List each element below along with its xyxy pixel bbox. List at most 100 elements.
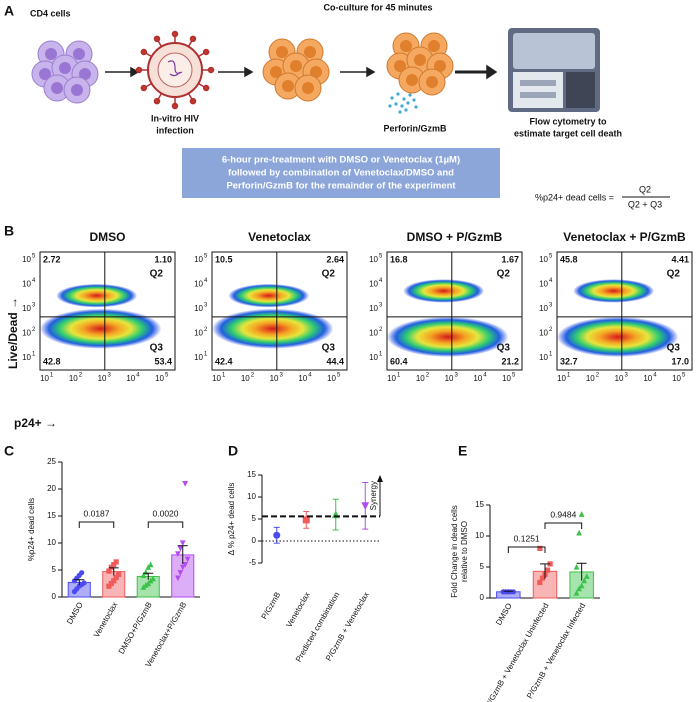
cell-nucleus [434,60,446,72]
y-tick-label: 5 [480,562,485,571]
cell-nucleus [45,48,57,60]
data-point [576,529,582,536]
data-point [81,580,87,586]
quadrant-name: Q2 [497,269,511,280]
tick-base: 10 [212,374,221,383]
tick-exponent: 1 [549,352,553,358]
tick-base: 10 [270,374,279,383]
flow-title: Venetoclax + P/GzmB [563,230,686,244]
y-axis-label: %p24+ dead cells [27,498,36,561]
data-point [113,574,119,581]
comparison-bracket [78,521,115,528]
flow-y-label: Live/Dead → [6,297,20,369]
spike-tip [189,97,197,105]
data-point [150,575,156,582]
tick-base: 10 [539,255,548,264]
data-point [578,582,585,589]
virus-icon [135,30,215,110]
formula-numerator: Q2 [639,184,651,194]
data-point [108,580,114,587]
cell-nucleus [400,40,412,52]
cell-nucleus [428,40,440,52]
tick-base: 10 [194,353,203,362]
tick-exponent: 3 [625,373,629,379]
data-point [108,564,114,570]
panel-label: E [458,443,467,459]
cell-nucleus [290,60,302,72]
tick-base: 10 [194,304,203,313]
perforin-dots [388,92,418,114]
p-value: 0.9484 [550,509,576,519]
tick-exponent: 4 [653,373,657,379]
quadrant-name: Q2 [322,269,336,280]
data-point [175,551,181,557]
cell-nucleus [39,68,51,80]
tick-exponent: 2 [379,327,383,333]
panel-label: B [4,223,14,239]
y-axis-label: relative to DMSO [460,521,469,582]
cell-nucleus [276,46,288,58]
dot [414,105,418,109]
quadrant-value: 53.4 [154,356,172,366]
tick-exponent: 3 [204,303,208,309]
spike-tip [140,48,148,56]
quadrant-value: 1.67 [501,254,519,264]
spike-tip [140,84,148,92]
quadrant-value: 44.4 [326,356,344,366]
tick-exponent: 1 [50,373,54,379]
tick-base: 10 [615,374,624,383]
tick-exponent: 5 [337,373,341,379]
tick-exponent: 5 [682,373,686,379]
tick-base: 10 [69,374,78,383]
quadrant-value: 2.72 [43,254,61,264]
event-cloud [40,308,162,349]
dot [388,104,392,108]
tick-base: 10 [327,374,336,383]
flow-frame [211,251,348,371]
tick-base: 10 [126,374,135,383]
quadrant-value: 4.41 [671,254,689,264]
tick-exponent: 1 [222,373,226,379]
x-tick-label: P/GzmB [260,591,283,621]
flow-frame [39,251,176,371]
y-tick-label: 10 [475,531,484,540]
mean-point [273,531,281,539]
tick-base: 10 [539,353,548,362]
quadrant-name: Q3 [322,343,336,354]
infection-label: In-vitro HIV [151,113,199,123]
cytometer-icon [508,28,600,112]
tick-base: 10 [502,374,511,383]
tick-exponent: 2 [251,373,255,379]
comparison-bracket [544,522,583,529]
quadrant-value: 16.8 [390,254,408,264]
y-tick-label: 0 [52,592,57,601]
quadrant-value: 17.0 [671,356,689,366]
quadrant-value: 60.4 [390,356,408,366]
y-tick-label: 15 [247,470,256,479]
quadrant-value: 2.64 [326,254,344,264]
tick-base: 10 [473,374,482,383]
flow-x-label: p24+ → [14,416,57,430]
tick-base: 10 [672,374,681,383]
dot [412,98,416,102]
tick-base: 10 [194,255,203,264]
spike-tip [202,84,210,92]
data-point [583,573,590,579]
panel-label: A [4,3,14,19]
annotation: Synergy [369,481,378,510]
tick-base: 10 [539,329,548,338]
cell-nucleus [51,82,63,94]
tick-exponent: 3 [32,303,36,309]
cell-nucleus [414,54,426,66]
dot [400,104,404,108]
quadrant-value: 1.10 [154,254,172,264]
tick-exponent: 5 [32,254,36,260]
quadrant-value: 42.8 [43,356,61,366]
spike-tip [135,66,143,74]
cell-nucleus [310,66,322,78]
tick-exponent: 4 [483,373,487,379]
quadrant-value: 10.5 [215,254,233,264]
cell-nucleus [270,66,282,78]
infection-label: infection [156,125,194,135]
